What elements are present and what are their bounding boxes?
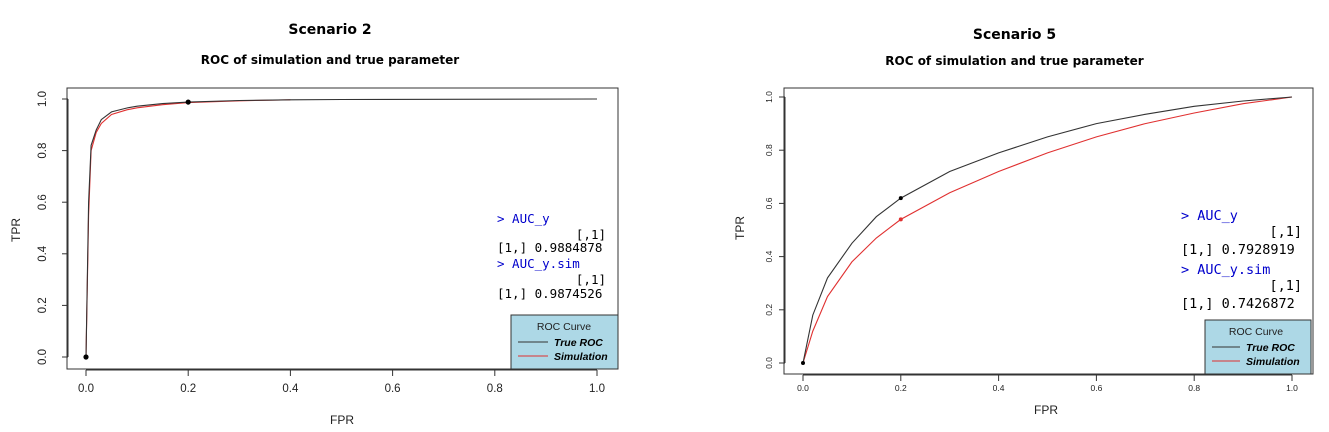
y-axis-label: TPR [733, 216, 747, 240]
series-line-simulation [802, 96, 1293, 364]
console-line: [,1] [576, 227, 606, 242]
y-tick-label: 0.4 [37, 245, 49, 262]
y-tick-label: 0.4 [764, 250, 774, 262]
y-tick-label: 0.8 [764, 144, 774, 156]
legend-label-true-roc: True ROC [1246, 342, 1295, 354]
chart-title: ROC of simulation and true parameter [200, 53, 460, 67]
legend-label-simulation: Simulation [1246, 356, 1300, 368]
console-line: > AUC_y.sim [497, 256, 580, 271]
chart-title: ROC of simulation and true parameter [885, 54, 1144, 68]
x-tick-label: 0.8 [1188, 383, 1200, 393]
y-tick-label: 0.2 [37, 297, 49, 313]
scenario-heading: Scenario 2 [288, 22, 372, 38]
threshold-point [801, 361, 805, 365]
x-tick-label: 0.2 [180, 383, 196, 395]
legend-label-simulation: Simulation [554, 351, 608, 363]
console-line: > AUC_y [1181, 208, 1238, 224]
legend-label-true-roc: True ROC [554, 337, 603, 349]
y-tick-label: 0.6 [764, 197, 774, 209]
series-line-true-roc [802, 96, 1293, 364]
y-tick-label: 0.2 [764, 304, 774, 316]
console-line: [1,] 0.9884878 [497, 240, 602, 255]
x-tick-label: 0.6 [1090, 383, 1102, 393]
console-line: [,1] [576, 272, 606, 287]
threshold-point [185, 99, 191, 105]
roc-plot-scenario-2: 0.0 0.2 0.4 0.6 0.8 1.0 0.0 0.2 0.4 0.6 0.8 1.0 FPR… [9, 87, 619, 427]
roc-plot-scenario-5: 0.0 0.2 0.4 0.6 0.8 1.0 0.0 0.2 0.4 0.6 0.8 1.0 FPR… [733, 87, 1314, 417]
auc-console-output: > AUC_y [,1] [1,] 0.7928919 > AUC_y.sim … [1181, 208, 1302, 312]
legend: ROC Curve True ROC Simulation [1204, 319, 1312, 375]
y-axis-label: TPR [9, 218, 23, 242]
threshold-point [898, 217, 903, 222]
x-tick-label: 0.8 [487, 383, 503, 395]
x-tick-label: 0.6 [385, 383, 401, 395]
x-tick-label: 0.0 [797, 383, 809, 393]
plot-frame [783, 87, 1314, 375]
console-line: [,1] [1269, 224, 1302, 240]
console-line: [1,] 0.9874526 [497, 286, 602, 301]
legend-title: ROC Curve [537, 321, 591, 333]
plot-frame [66, 87, 619, 370]
x-tick-label: 0.4 [993, 383, 1005, 393]
x-axis-label: FPR [330, 413, 354, 427]
series-line-simulation [85, 99, 291, 358]
y-tick-label: 0.6 [37, 194, 49, 210]
y-tick-label: 1.0 [764, 91, 774, 103]
auc-console-output: > AUC_y [,1] [1,] 0.9884878 > AUC_y.sim … [497, 211, 606, 301]
y-tick-label: 0.8 [37, 143, 49, 159]
x-axis-label: FPR [1034, 403, 1058, 417]
threshold-point [898, 196, 903, 201]
console-line: [1,] 0.7426872 [1181, 296, 1295, 312]
console-line: > AUC_y.sim [1181, 262, 1270, 278]
series-line-true-roc [85, 98, 598, 358]
legend-title: ROC Curve [1229, 326, 1283, 338]
console-line: [,1] [1269, 278, 1302, 294]
x-tick-label: 1.0 [589, 383, 605, 395]
x-tick-label: 0.0 [78, 383, 94, 395]
legend: ROC Curve True ROC Simulation [510, 314, 619, 370]
scenario-heading: Scenario 5 [972, 27, 1057, 43]
y-tick-label: 0.0 [764, 357, 774, 369]
x-tick-label: 0.4 [282, 383, 299, 395]
chart-panel-scenario-2: Scenario 2 ROC of simulation and true pa… [0, 0, 660, 432]
x-tick-label: 0.2 [895, 383, 907, 393]
threshold-point [83, 354, 89, 360]
x-tick-label: 1.0 [1286, 383, 1298, 393]
console-line: [1,] 0.7928919 [1181, 242, 1295, 258]
chart-panel-scenario-5: Scenario 5 ROC of simulation and true pa… [700, 0, 1329, 432]
y-tick-label: 1.0 [37, 91, 49, 107]
console-line: > AUC_y [497, 211, 550, 226]
y-tick-label: 0.0 [37, 349, 49, 365]
